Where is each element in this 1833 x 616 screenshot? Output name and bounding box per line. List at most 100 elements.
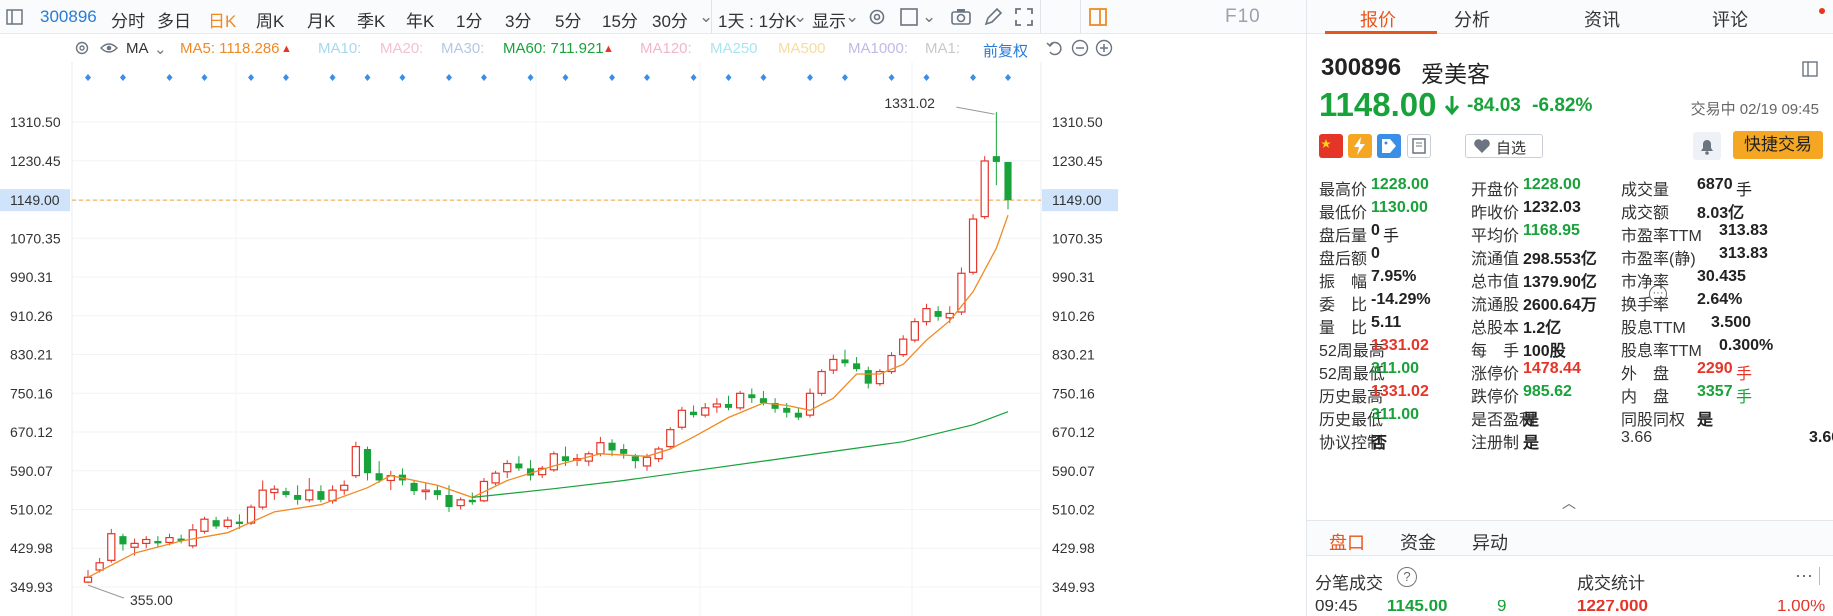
current-price-tag-right (1042, 189, 1118, 212)
undo-icon[interactable] (1045, 38, 1065, 58)
quote-label: 成交额 (1621, 205, 1670, 222)
notification-dot (1819, 8, 1825, 14)
period-tab-daily[interactable]: 日K (208, 12, 237, 31)
period-tab-15min[interactable]: 15分 (602, 12, 638, 31)
zoom-out-icon[interactable] (1070, 38, 1090, 58)
pencil-icon[interactable] (982, 6, 1004, 28)
quote-unit: 手 (1736, 366, 1753, 383)
collapse-chevron-icon[interactable]: ︿ (1562, 495, 1576, 511)
y-tick-label-right: 1149.00 (1052, 192, 1102, 208)
checkbox-chevron-icon[interactable]: ⌄ (922, 7, 937, 26)
candle-body-up (95, 562, 104, 571)
period-tab-1min[interactable]: 1分 (456, 12, 483, 31)
quote-value: 2.64% (1697, 291, 1743, 308)
display-menu[interactable]: 显示 (812, 12, 846, 31)
camera-icon[interactable] (950, 6, 972, 28)
adjust-mode-button[interactable]: 前复权 (983, 43, 1029, 60)
period-dropdown[interactable]: 1天 : 1分K (718, 12, 797, 31)
stock-code-label[interactable]: 300896 (40, 7, 97, 26)
ma-settings-gear-icon[interactable] (74, 40, 90, 60)
ma-eye-icon[interactable] (100, 40, 118, 60)
tab-analysis[interactable]: 分析 (1454, 10, 1490, 30)
y-tick-label-right: 830.21 (1052, 347, 1095, 363)
period-tab-yearly[interactable]: 年K (406, 12, 435, 31)
candle-body-down (154, 540, 162, 544)
quote-label: 委 比 (1319, 297, 1368, 314)
y-tick-label-left: 1310.50 (10, 114, 61, 130)
quote-row: 历史最高 1331.02 跌停价 985.62 内 盘 3357 手 (1307, 383, 1833, 406)
event-marker-icon (970, 74, 977, 81)
tab-news[interactable]: 资讯 (1584, 10, 1620, 30)
y-tick-label-right: 750.16 (1052, 385, 1095, 401)
more-info-icon[interactable]: ··· (1649, 285, 1667, 303)
layout-icon[interactable] (1801, 60, 1819, 83)
tab-comments[interactable]: 评论 (1712, 10, 1748, 30)
settings-gear-icon[interactable] (866, 6, 888, 28)
candle-body-up (957, 272, 966, 313)
candle-body-up (305, 489, 314, 501)
fast-trade-button[interactable]: 快捷交易 (1733, 131, 1823, 159)
period-tab-fenshi[interactable]: 分时 (111, 12, 145, 31)
document-icon[interactable] (1407, 134, 1431, 158)
period-tab-multi-day[interactable]: 多日 (157, 12, 191, 31)
y-tick-label-right: 510.02 (1052, 502, 1095, 518)
candlestick-chart[interactable]: 1310.50 1310.50 1230.45 1230.45 1149.00 1149.… (0, 0, 1306, 616)
tab-quote[interactable]: 报价 (1360, 10, 1396, 30)
zoom-in-icon[interactable] (1094, 38, 1114, 58)
period-dropdown-chevron-icon[interactable]: ⌄ (793, 7, 808, 26)
quote-row: 最高价 1228.00 开盘价 1228.00 成交量 6870 手 (1307, 176, 1833, 199)
lightning-icon[interactable] (1348, 134, 1372, 158)
y-tick-label-left: 349.93 (10, 579, 53, 595)
tag-icon[interactable] (1377, 134, 1401, 158)
candle-body-up (258, 489, 267, 508)
quote-value: 6870 (1697, 176, 1733, 193)
sidebar-toggle-icon[interactable] (4, 6, 26, 28)
period-tab-weekly[interactable]: 周K (256, 12, 285, 31)
current-price-tag-left (0, 189, 70, 212)
period-tab-30min[interactable]: 30分 (652, 12, 688, 31)
quote-label: 历史最高 (1319, 389, 1384, 406)
quote-value: 1331.02 (1371, 383, 1429, 400)
period-tab-quarterly[interactable]: 季K (357, 12, 386, 31)
ma-selector-chevron-icon[interactable]: ⌄ (154, 41, 167, 58)
period-tab-monthly[interactable]: 月K (307, 12, 336, 31)
candle-body-up (735, 392, 745, 409)
subtab-orderbook[interactable]: 盘口 (1329, 533, 1365, 553)
quote-row: 量 比 5.11 总股本 1.2亿 股息TTM 3.500 (1307, 314, 1833, 337)
quote-value: 2290 (1697, 360, 1733, 377)
more-options-icon[interactable]: ··· (1795, 565, 1813, 585)
ma1000-value: MA1000: (848, 40, 909, 57)
subtab-capital[interactable]: 资金 (1400, 533, 1436, 553)
active-tab-underline (1325, 31, 1437, 34)
event-marker-icon (364, 74, 371, 81)
add-to-watchlist-button[interactable]: 自选 (1465, 134, 1543, 158)
display-chevron-icon[interactable]: ⌄ (845, 7, 860, 26)
period-tab-5min[interactable]: 5分 (555, 12, 582, 31)
period-tab-3min[interactable]: 3分 (505, 12, 532, 31)
tick-row: 09:45 1145.00 9 1227.000 1.00% (1307, 600, 1833, 616)
quote-value: 是 (1523, 412, 1540, 429)
quote-value: 0.300% (1719, 337, 1774, 354)
period-more-chevron-icon[interactable]: ⌄ (699, 7, 714, 26)
candle-body-up (968, 218, 978, 273)
y-tick-label-right: 349.93 (1052, 579, 1095, 595)
candle-body-up (817, 370, 826, 394)
tick-trades-title: 分笔成交 (1315, 574, 1383, 593)
subtab-movement[interactable]: 异动 (1472, 533, 1508, 553)
fullscreen-icon[interactable] (1013, 6, 1035, 28)
candle-body-up (805, 392, 815, 416)
quote-value: 311.00 (1371, 406, 1420, 423)
alert-bell-icon[interactable] (1693, 132, 1721, 160)
candle-body-down (724, 403, 733, 408)
event-marker-icon (760, 74, 767, 81)
panel-toggle-icon[interactable] (1087, 6, 1109, 28)
checkbox-icon[interactable] (898, 6, 920, 28)
candle-body-down (212, 520, 220, 527)
scroll-handle-icon[interactable] (1819, 567, 1833, 585)
help-icon[interactable]: ? (1397, 567, 1417, 587)
f10-button[interactable]: F10 (1225, 6, 1261, 27)
ma30-value: MA30: (441, 40, 485, 57)
quote-value: 1.2亿 (1523, 320, 1562, 337)
candle-body-down (794, 412, 802, 418)
ma-selector[interactable]: MA (126, 40, 149, 57)
